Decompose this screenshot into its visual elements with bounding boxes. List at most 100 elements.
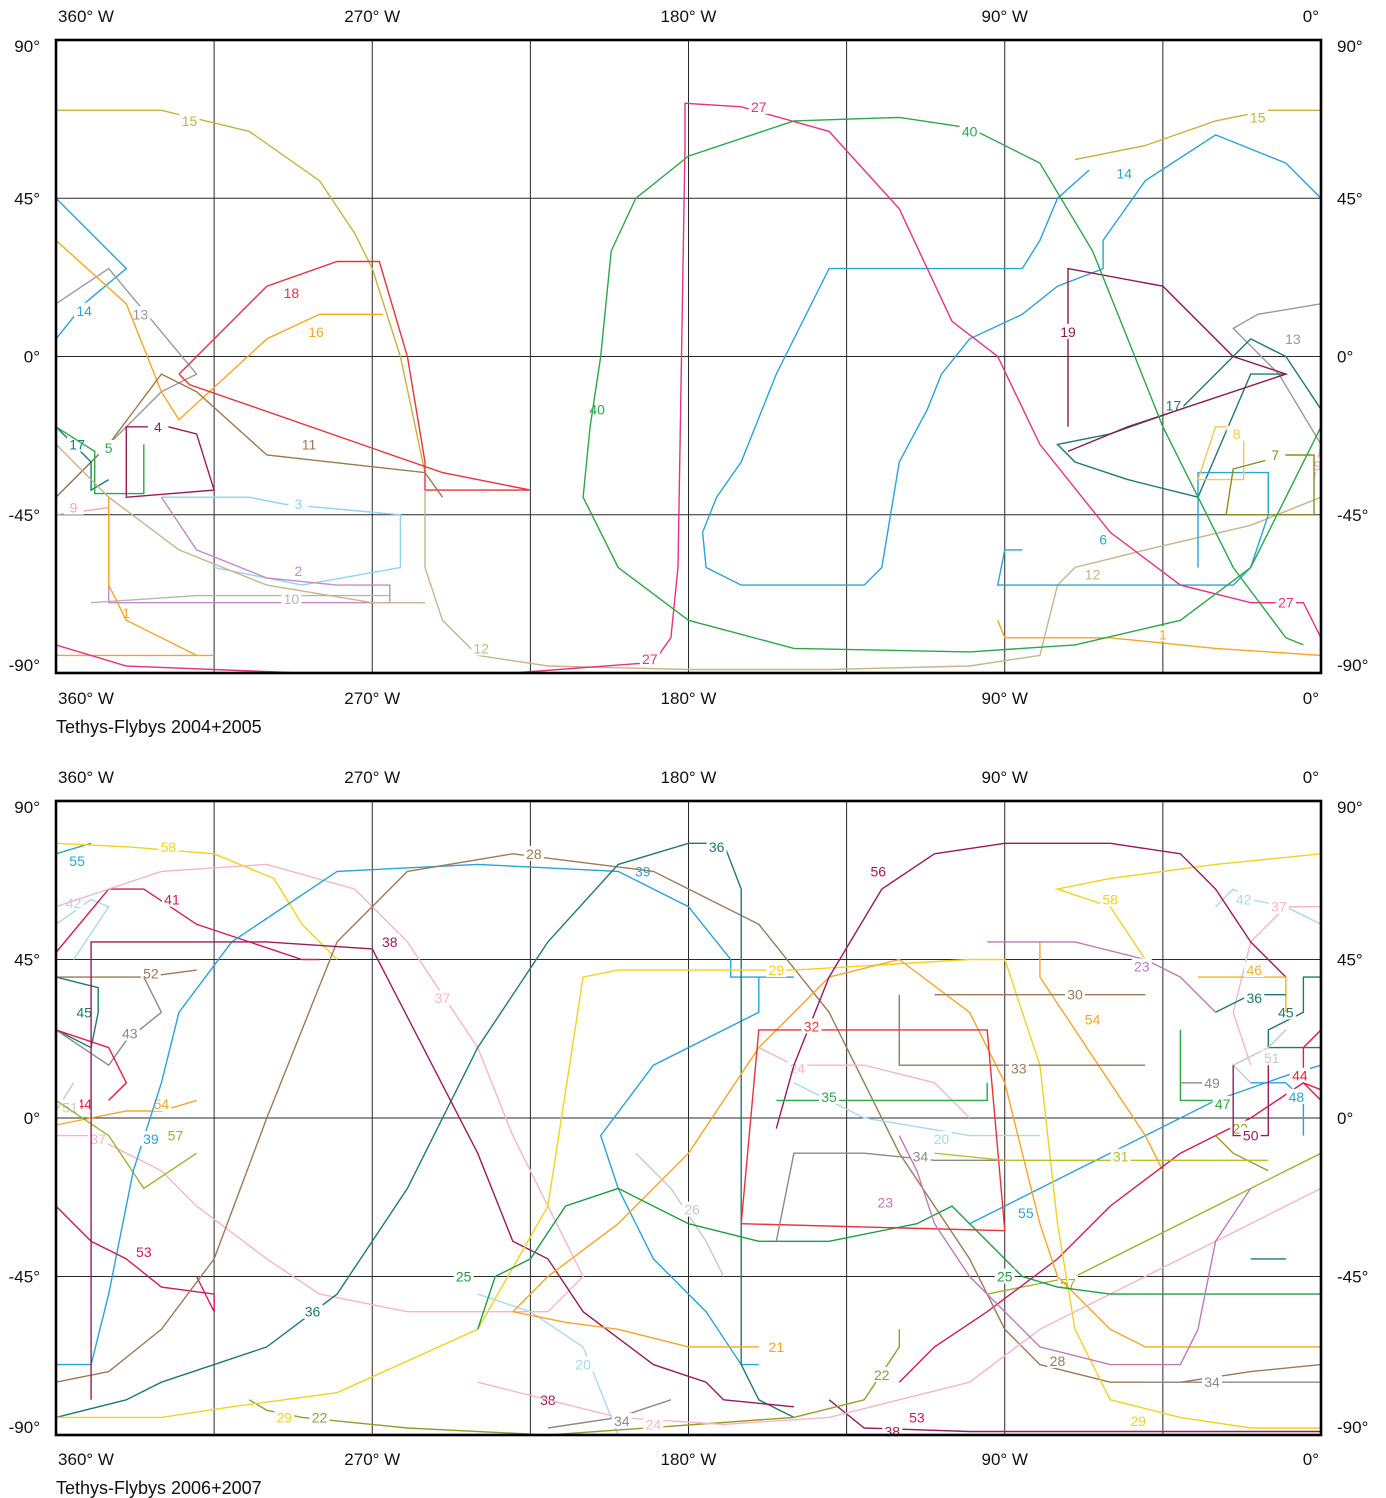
top-longitude-label: 90° W	[982, 7, 1028, 26]
track-label-bg	[471, 640, 492, 656]
track-label-5: 5	[105, 440, 113, 456]
flyby-track-51	[55, 1082, 75, 1112]
track-label-bg	[274, 1409, 295, 1425]
flyby-track-14	[701, 134, 1322, 586]
track-label-31: 31	[1113, 1149, 1129, 1165]
track-label-bg	[1152, 626, 1173, 642]
track-label-1: 1	[1159, 626, 1167, 642]
right-latitude-label: -45°	[1337, 506, 1368, 525]
track-label-51: 51	[62, 1099, 78, 1115]
flyby-track-15	[56, 109, 426, 473]
track-label-bg	[1289, 1067, 1310, 1083]
map-caption: Tethys-Flybys 2006+2007	[56, 1478, 262, 1498]
flyby-track-53	[898, 1081, 1322, 1383]
track-label-1: 1	[122, 605, 130, 621]
track-label-bg	[1047, 1353, 1068, 1369]
left-latitude-label: -45°	[9, 506, 40, 525]
track-label-bg	[1286, 1088, 1307, 1104]
track-label-28: 28	[1050, 1353, 1066, 1369]
track-label-bg	[1065, 986, 1086, 1002]
track-label-14: 14	[76, 303, 92, 319]
track-label-bg	[611, 1412, 632, 1428]
flyby-track-23	[898, 1135, 1252, 1366]
track-label-bg	[871, 1367, 892, 1383]
track-label-bg	[161, 891, 182, 907]
track-label-55: 55	[69, 853, 85, 869]
track-label-53: 53	[909, 1409, 925, 1425]
track-label-15: 15	[1250, 109, 1266, 125]
flyby-track-27	[55, 102, 1322, 674]
track-label-56: 56	[870, 863, 886, 879]
track-label-24: 24	[646, 1416, 662, 1432]
track-label-bg	[130, 306, 151, 322]
flyby-track-42	[55, 898, 110, 960]
top-longitude-label: 360° W	[58, 7, 114, 26]
top-longitude-label: 90° W	[982, 768, 1028, 787]
flyby-track-39	[56, 863, 794, 1366]
track-label-22: 22	[874, 1367, 890, 1383]
flyby-track-44	[55, 1029, 128, 1101]
right-latitude-label: -45°	[1337, 1268, 1368, 1287]
track-label-39: 39	[143, 1131, 159, 1147]
flyby-track-18	[178, 260, 531, 491]
track-label-bg	[67, 436, 88, 452]
track-label-bg	[140, 965, 161, 981]
track-label-bg	[632, 863, 653, 879]
flyby-tracks: 15 15141413131618111717549932101112126871…	[55, 98, 1328, 674]
track-label-bg	[910, 1148, 931, 1164]
track-label-bg	[1082, 566, 1103, 582]
track-label-45: 45	[1278, 1004, 1294, 1020]
bottom-longitude-label: 0°	[1303, 689, 1319, 708]
track-label-bg	[147, 418, 168, 434]
track-label-18: 18	[284, 285, 300, 301]
flyby-track-15	[1074, 109, 1321, 161]
track-label-45: 45	[76, 1004, 92, 1020]
track-label-bg	[1240, 1127, 1261, 1143]
bottom-longitude-label: 180° W	[661, 1450, 717, 1469]
flyby-track-25	[477, 1187, 1321, 1330]
flyby-track-3	[161, 496, 402, 586]
track-label-13: 13	[133, 306, 149, 322]
track-label-bg	[801, 1018, 822, 1034]
track-label-34: 34	[614, 1413, 630, 1429]
track-label-bg	[1275, 594, 1296, 610]
track-label-bg	[1082, 1011, 1103, 1027]
track-label-bg	[1244, 990, 1265, 1006]
flyby-track-41	[55, 888, 320, 961]
flyby-track-19	[1067, 267, 1289, 453]
flyby-track-56	[775, 842, 1287, 1129]
track-label-bg	[74, 302, 95, 318]
top-longitude-label: 180° W	[661, 7, 717, 26]
track-label-51: 51	[1264, 1050, 1280, 1066]
track-label-37: 37	[435, 990, 451, 1006]
track-label-bg	[302, 1303, 323, 1319]
map-caption: Tethys-Flybys 2004+2005	[56, 717, 262, 737]
flyby-track-12b	[55, 443, 425, 604]
right-latitude-label: 90°	[1337, 37, 1363, 56]
bottom-longitude-label: 90° W	[982, 1450, 1028, 1469]
track-label-55: 55	[1018, 1205, 1034, 1221]
bottom-longitude-label: 360° W	[58, 1450, 114, 1469]
left-latitude-label: 0°	[24, 348, 40, 367]
flyby-track-33	[898, 994, 1146, 1066]
track-label-38: 38	[382, 934, 398, 950]
flyby-track-54	[1039, 941, 1164, 1172]
flyby-track-6	[996, 471, 1269, 586]
track-label-bg	[1093, 531, 1114, 547]
track-label-21: 21	[769, 1339, 785, 1355]
track-label-bg	[1058, 323, 1078, 339]
flyby-track-2	[108, 496, 391, 604]
track-label-7: 7	[1271, 447, 1279, 463]
track-label-bg	[766, 1338, 787, 1354]
track-label-34: 34	[913, 1149, 929, 1165]
track-label-bg	[573, 1356, 594, 1372]
track-label-bg	[682, 1201, 703, 1217]
track-label-30: 30	[1067, 987, 1083, 1003]
track-label-58: 58	[1102, 892, 1118, 908]
track-label-25: 25	[456, 1269, 472, 1285]
flyby-track-45	[55, 976, 99, 1049]
track-label-bg	[165, 1127, 186, 1143]
track-label-57: 57	[168, 1128, 184, 1144]
flyby-track-5	[55, 426, 145, 495]
